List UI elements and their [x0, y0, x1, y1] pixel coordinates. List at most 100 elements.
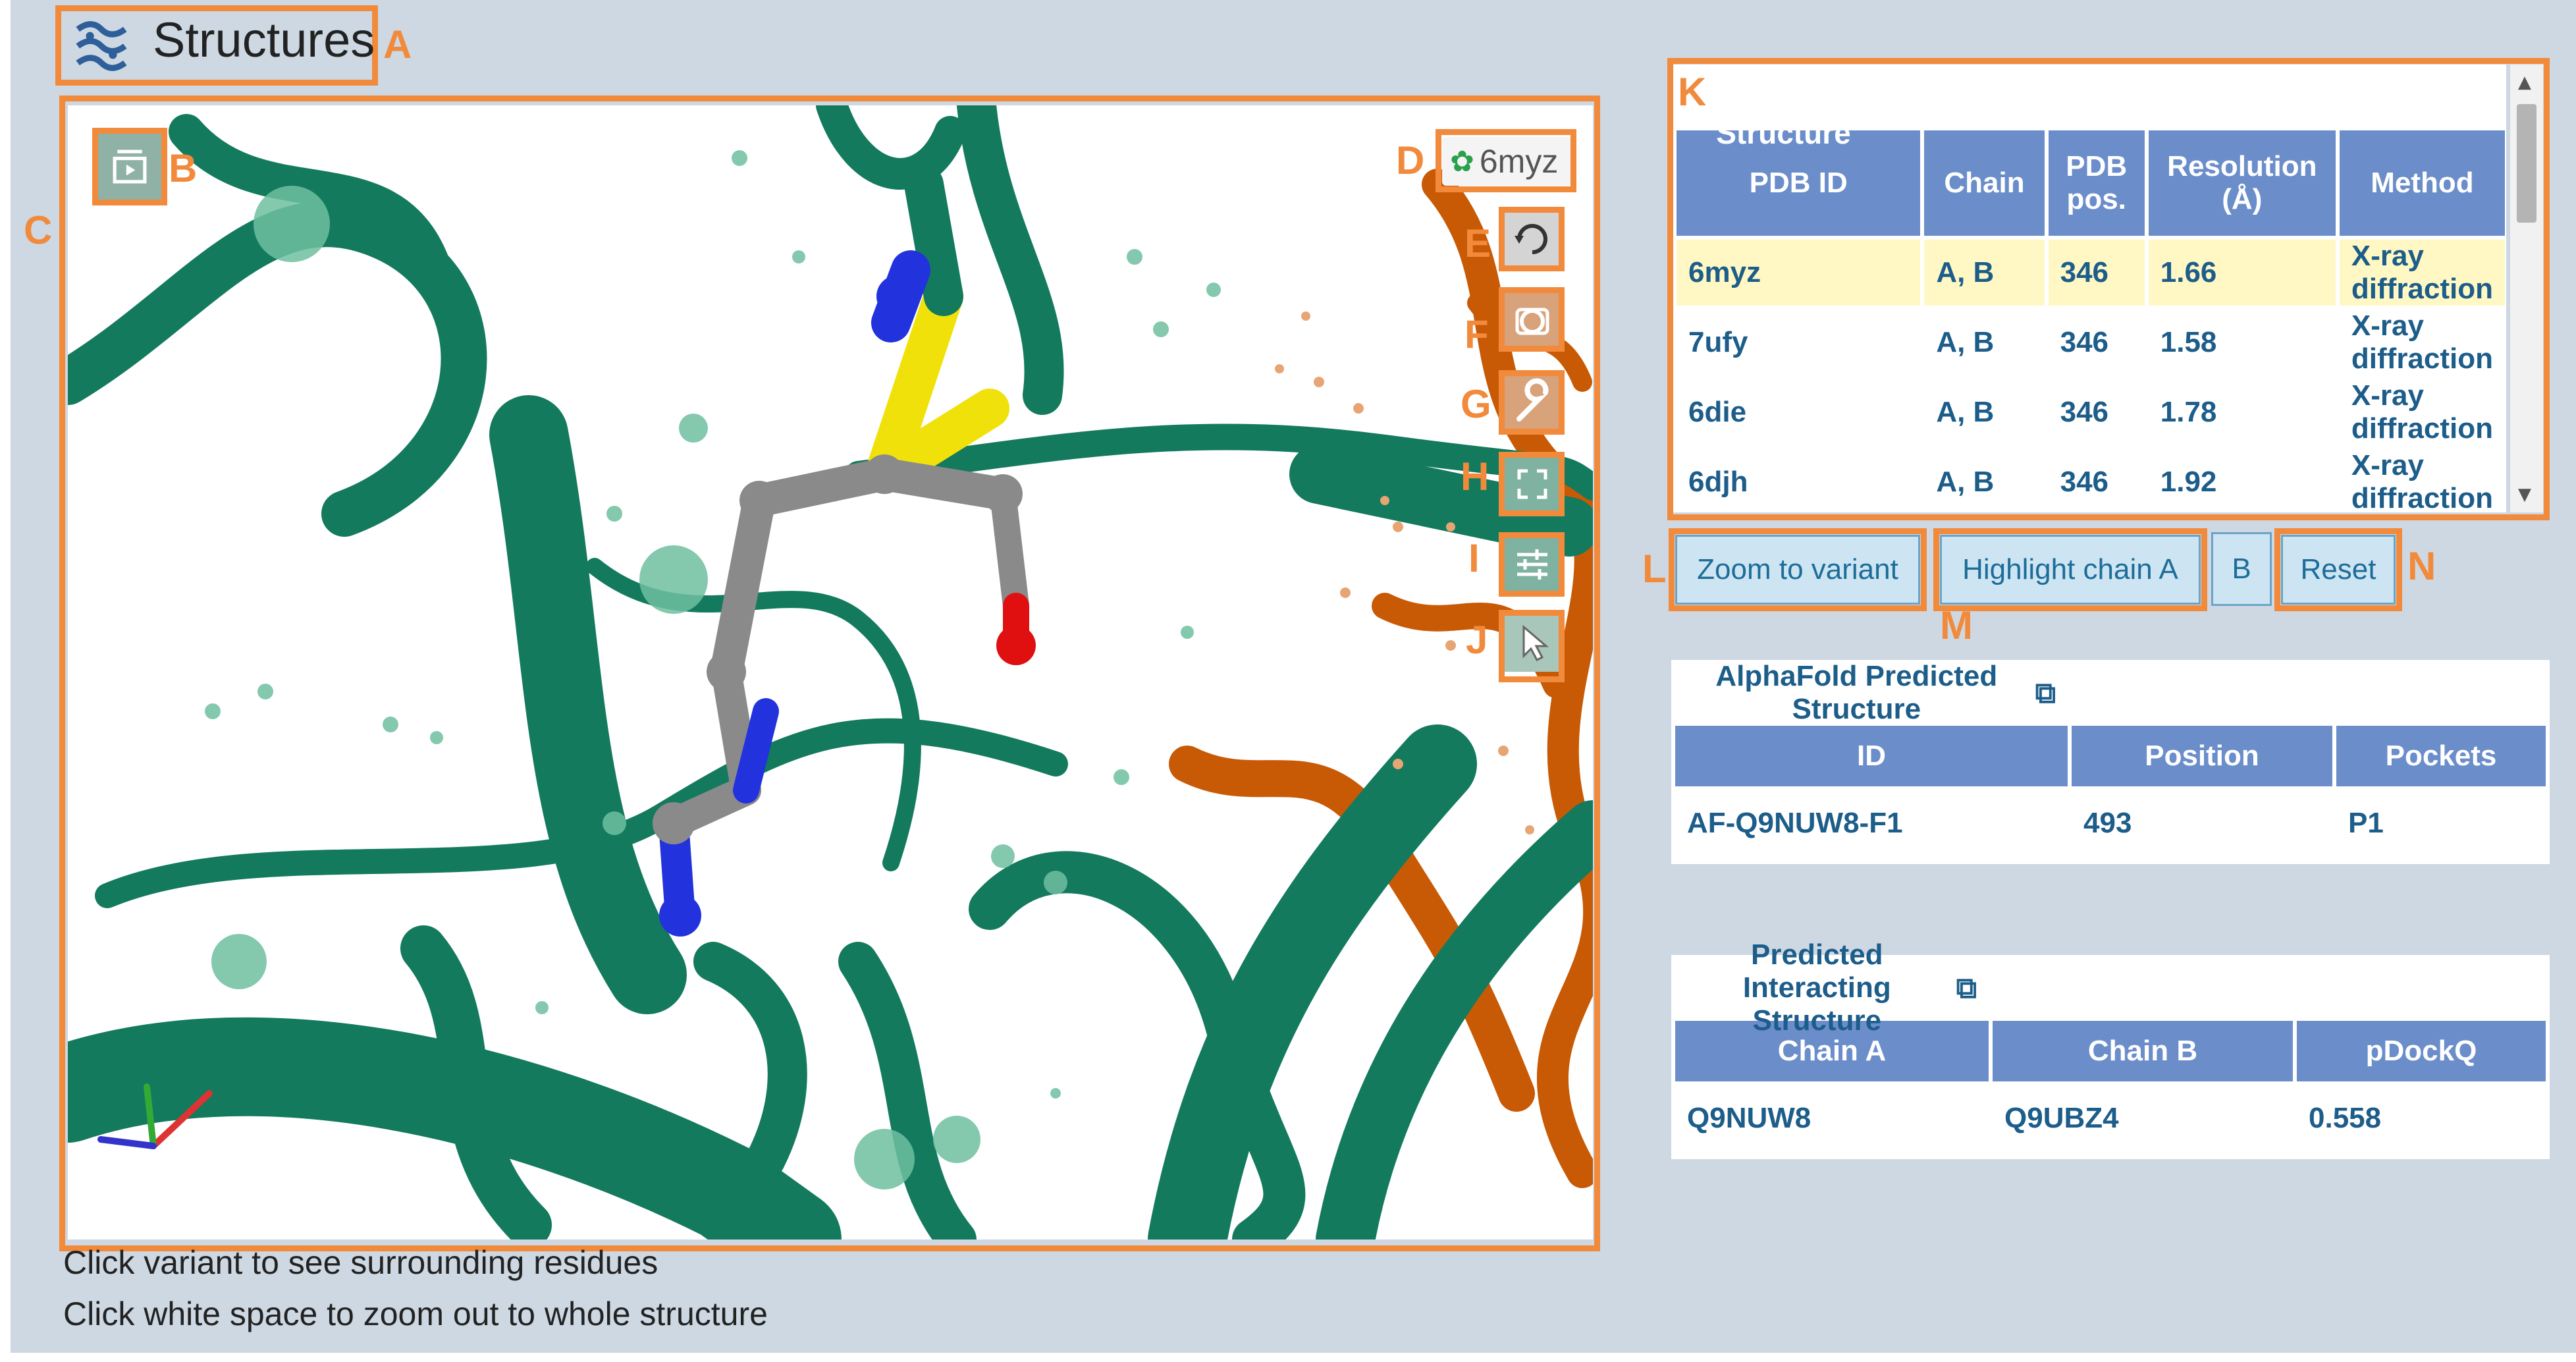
cell-af-id: AF-Q9NUW8-F1	[1675, 790, 2068, 856]
table-row[interactable]: 6djh A, B 346 1.92 X-ray diffraction	[1677, 449, 2505, 512]
molstar-logo-icon: ✿	[1450, 144, 1474, 178]
table-row[interactable]: AF-Q9NUW8-F1 493 P1	[1675, 790, 2546, 856]
col-pdb-pos-line1: PDB	[2066, 150, 2128, 182]
cursor-icon	[1522, 624, 1549, 661]
annotation-label-h: H	[1461, 454, 1489, 499]
cell-method: X-ray diffraction	[2339, 240, 2505, 306]
pdbe-table-panel[interactable]: PDBe Experimental Structure ⧉ PDB ID Cha…	[1673, 65, 2506, 512]
cell-position: 493	[2072, 790, 2332, 856]
col-pdockq[interactable]: pDockQ	[2297, 1021, 2546, 1081]
annotation-box-f	[1499, 287, 1565, 352]
refresh-icon	[1515, 224, 1547, 254]
col-method[interactable]: Method	[2339, 130, 2505, 236]
external-link-icon[interactable]: ⧉	[1887, 80, 1909, 115]
interacting-title: Predicted Interacting Structure	[1742, 939, 1891, 1037]
cell-resolution: 1.66	[2148, 240, 2336, 306]
col-pdb-pos-line2: pos.	[2066, 183, 2126, 215]
table-row[interactable]: 7ufy A, B 346 1.58 X-ray diffraction	[1677, 310, 2505, 375]
controls-toggle-button[interactable]	[1503, 373, 1562, 432]
annotation-label-i: I	[1468, 536, 1480, 580]
alphafold-title-cell: AlphaFold Predicted Structure ⧉	[1675, 660, 2068, 725]
table-row-selected[interactable]: 6myz A, B 346 1.66 X-ray diffraction	[1677, 240, 2505, 306]
settings-button[interactable]	[1503, 535, 1562, 594]
col-chain-b[interactable]: Chain B	[1993, 1021, 2293, 1081]
annotation-label-c: C	[24, 208, 53, 252]
col-pdb-id[interactable]: PDB ID	[1677, 130, 1921, 236]
annotation-box-l	[1669, 528, 1927, 611]
cell-pockets: P1	[2336, 790, 2546, 856]
cell-method: X-ray diffraction	[2339, 310, 2505, 375]
annotation-box-n	[2274, 528, 2402, 611]
col-id[interactable]: ID	[1675, 726, 2068, 786]
scrollbar-thumb[interactable]	[2517, 104, 2536, 223]
cell-pdockq: 0.558	[2297, 1085, 2546, 1151]
col-chain-a[interactable]: Chain A	[1675, 1021, 1989, 1081]
annotation-box-h	[1499, 452, 1565, 516]
cell-pdb-id: 6die	[1677, 379, 1921, 445]
cell-resolution: 1.78	[2148, 379, 2336, 445]
annotation-label-a: A	[383, 22, 412, 67]
external-link-icon[interactable]: ⧉	[2035, 676, 2056, 710]
cell-pos: 346	[2048, 379, 2145, 445]
annotation-label-f: F	[1464, 312, 1489, 356]
pdbe-scrollbar[interactable]: ▲ ▼	[2510, 65, 2543, 512]
cell-pdb-id: 6myz	[1677, 240, 1921, 306]
selection-mode-button[interactable]	[1503, 613, 1562, 672]
cell-chain: A, B	[1924, 379, 2045, 445]
pdb-id-chip[interactable]: ✿ 6myz	[1442, 137, 1571, 186]
pdb-id-label: 6myz	[1479, 143, 1559, 180]
camera-icon	[1515, 308, 1549, 335]
reset-button[interactable]: Reset	[2281, 535, 2396, 605]
cell-chain: A, B	[1924, 240, 2045, 306]
annotation-box-j	[1499, 610, 1565, 682]
annotation-box-m	[1933, 528, 2207, 611]
cell-resolution: 1.92	[2148, 449, 2336, 512]
cell-pdb-id: 6djh	[1677, 449, 1921, 512]
annotation-label-m: M	[1940, 603, 1973, 647]
cell-pos: 346	[2048, 310, 2145, 375]
annotation-box-d	[1436, 129, 1576, 192]
table-row[interactable]: 6die A, B 346 1.78 X-ray diffraction	[1677, 379, 2505, 445]
protein-logo-icon	[71, 16, 132, 75]
highlight-chain-a-button[interactable]: Highlight chain A	[1940, 535, 2201, 605]
annotation-label-b: B	[169, 146, 198, 190]
cell-chain: A, B	[1924, 449, 2045, 512]
scroll-down-icon[interactable]: ▼	[2518, 485, 2531, 504]
highlight-chain-b-button[interactable]: B	[2211, 532, 2272, 606]
reset-camera-button[interactable]	[1503, 209, 1562, 269]
zoom-to-variant-button[interactable]: Zoom to variant	[1675, 535, 1920, 605]
col-resolution-line1: Resolution	[2167, 150, 2317, 182]
pdbe-title-cell: PDBe Experimental Structure ⧉	[1677, 65, 1921, 150]
col-resolution-line2: (Å)	[2222, 183, 2263, 215]
cell-method: X-ray diffraction	[2339, 379, 2505, 445]
table-row[interactable]: Q9NUW8 Q9UBZ4 0.558	[1675, 1085, 2546, 1151]
col-pdb-pos[interactable]: PDB pos.	[2048, 130, 2145, 236]
fullscreen-button[interactable]	[1503, 454, 1562, 514]
molecular-viewer-canvas[interactable]	[68, 105, 1593, 1239]
hint-text-2: Click white space to zoom out to whole s…	[63, 1295, 768, 1332]
scroll-up-icon[interactable]: ▲	[2518, 72, 2531, 92]
pdbe-table: PDBe Experimental Structure ⧉ PDB ID Cha…	[1673, 65, 2506, 512]
col-pockets[interactable]: Pockets	[2336, 726, 2546, 786]
annotation-box-k	[1667, 58, 2550, 520]
pdbe-title: PDBe Experimental Structure	[1688, 65, 1879, 150]
interacting-table: Predicted Interacting Structure ⧉ Chain …	[1671, 939, 2550, 1155]
annotation-box-i	[1499, 532, 1565, 597]
annotation-label-n: N	[2407, 544, 2436, 588]
annotation-label-l: L	[1642, 547, 1667, 591]
annotation-label-d: D	[1396, 138, 1425, 182]
alphafold-title: AlphaFold Predicted Structure	[1715, 660, 1998, 725]
annotation-box-g	[1499, 370, 1565, 435]
col-position[interactable]: Position	[2072, 726, 2332, 786]
hint-text-1: Click variant to see surrounding residue…	[63, 1244, 658, 1281]
external-link-icon[interactable]: ⧉	[1956, 971, 1977, 1005]
screenshot-button[interactable]	[1503, 290, 1562, 349]
fullscreen-icon	[1517, 469, 1547, 499]
sequence-panel-toggle-button[interactable]	[95, 130, 164, 203]
cell-chain-b: Q9UBZ4	[1993, 1085, 2293, 1151]
annotation-label-j: J	[1466, 618, 1488, 662]
cell-method: X-ray diffraction	[2339, 449, 2505, 512]
col-chain[interactable]: Chain	[1924, 130, 2045, 236]
col-resolution[interactable]: Resolution (Å)	[2148, 130, 2336, 236]
